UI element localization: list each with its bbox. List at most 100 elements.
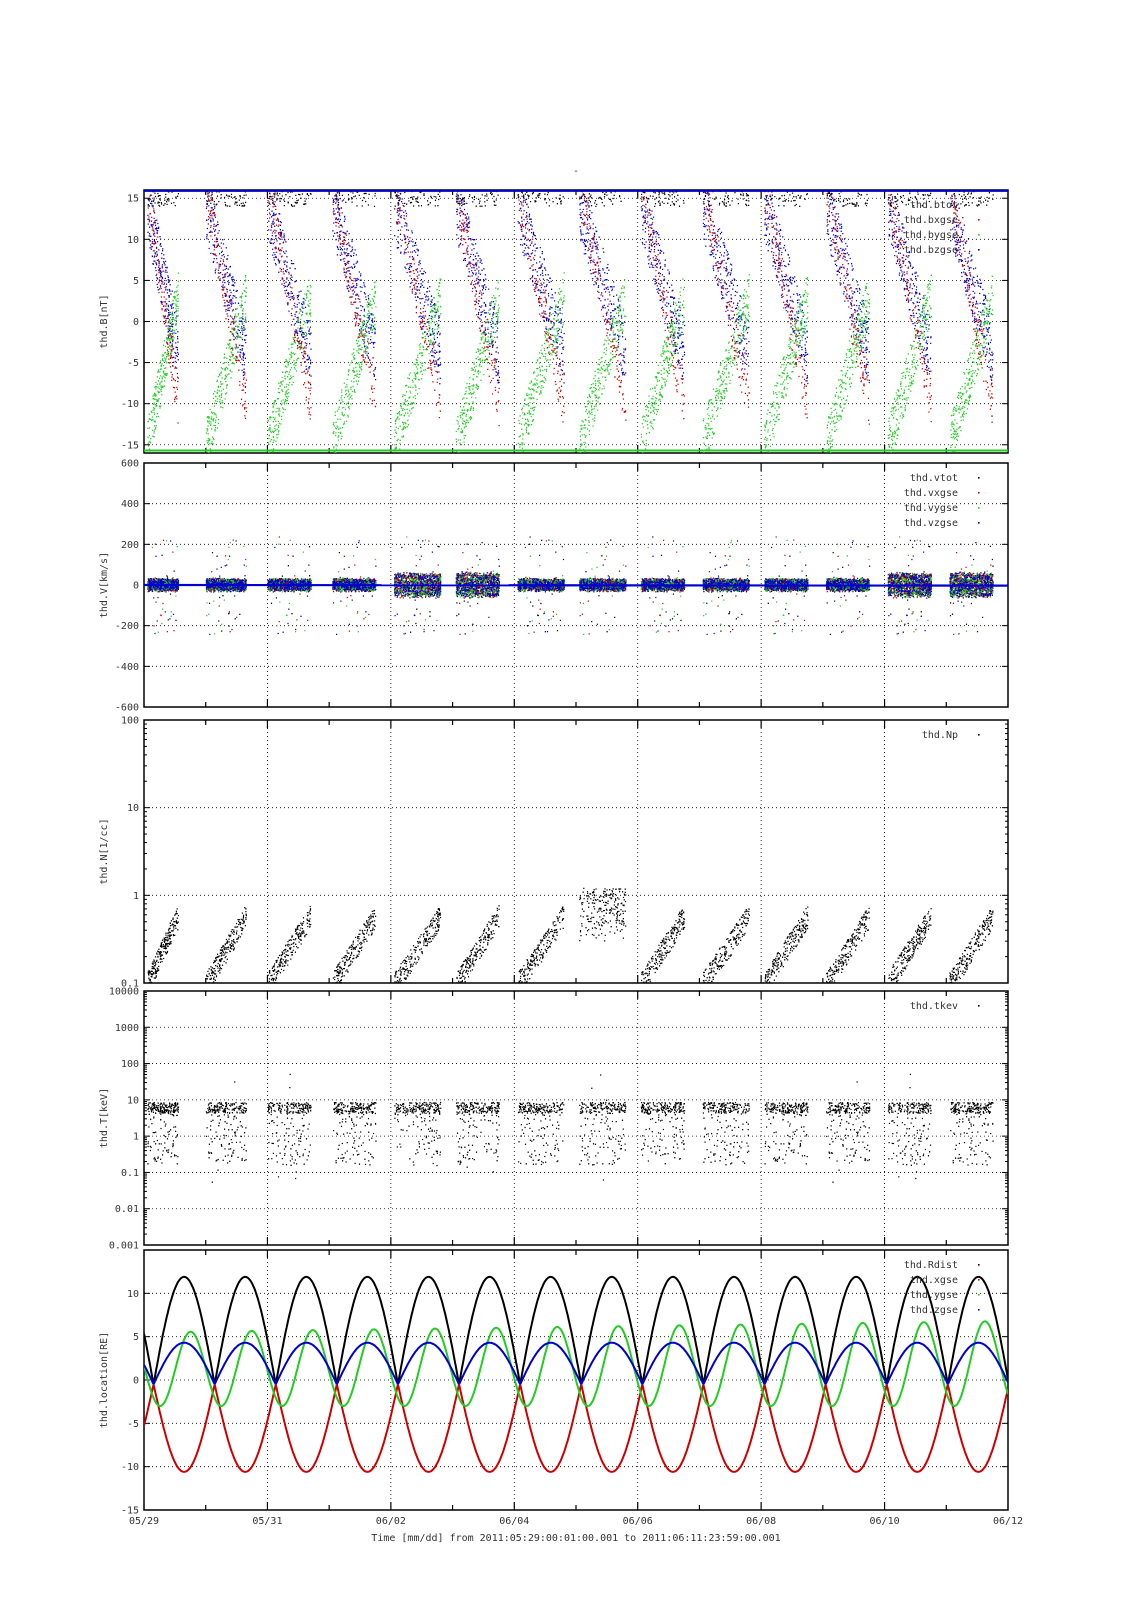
time-axis: 05/29 05/31 06/02 06/04 06/06 06/08 06/10 06/12 (129, 1516, 1023, 1527)
series-thd-xgse (144, 1384, 1008, 1473)
figure-title: - (573, 166, 579, 177)
y-tick-label: 400 (121, 499, 139, 510)
y-axis-label: thd.V[km/s] (99, 552, 110, 618)
series-black (147, 887, 994, 983)
data-marks (144, 536, 1008, 636)
legend-marker (978, 492, 980, 494)
y-tick-label: -5 (127, 1419, 139, 1430)
legend-label: thd.xgse (910, 1275, 958, 1286)
panel-1: -15 -10 -5 0 5 10 15 thd.B[nT] thd.btot thd.bxgse… (99, 189, 1009, 454)
series-blue (147, 536, 994, 636)
y-tick-label: -15 (121, 440, 139, 451)
series-blue-baseline (144, 583, 1008, 587)
legend-marker (978, 477, 980, 479)
legend-label: thd.ygse (910, 1290, 958, 1301)
y-tick-label: -200 (115, 621, 139, 632)
series-thd-Rdist (144, 1275, 1008, 1384)
x-tick-label: 06/06 (623, 1516, 653, 1527)
y-tick-label: -5 (127, 358, 139, 369)
y-tick-label: 100 (121, 1059, 139, 1070)
legend-marker (978, 234, 980, 236)
legend: thd.vtot thd.vxgse thd.vygse thd.vzgse (904, 473, 980, 529)
x-tick-label: 06/04 (499, 1516, 529, 1527)
legend-marker (978, 734, 980, 736)
legend-label: thd.vzgse (904, 518, 958, 529)
legend-marker (978, 249, 980, 251)
legend: thd.Rdist thd.xgse thd.ygse thd.zgse (904, 1260, 980, 1316)
y-tick-label: -600 (115, 703, 139, 714)
series-black (147, 1073, 994, 1183)
y-axis-label: thd.T[keV] (99, 1088, 110, 1148)
y-axis-label: thd.B[nT] (99, 294, 110, 348)
y-tick-label: 10 (127, 235, 139, 246)
panel-frame (143, 990, 1009, 1246)
x-tick-label: 06/10 (870, 1516, 900, 1527)
series-thd-zgse (144, 1341, 1008, 1385)
time-axis-label: Time [mm/dd] from 2011:05:29:00:01:00.00… (371, 1533, 780, 1544)
data-marks (147, 887, 994, 983)
legend-label: thd.bygse (904, 230, 958, 241)
y-tick-label: 10 (127, 1289, 139, 1300)
y-tick-label: 10 (127, 803, 139, 814)
y-tick-label: -10 (121, 399, 139, 410)
data-marks (144, 1275, 1008, 1473)
y-tick-label: 0.1 (121, 979, 139, 990)
y-tick-label: -15 (121, 1506, 139, 1517)
legend-marker (978, 219, 980, 221)
legend-marker (978, 522, 980, 524)
panel-frame (143, 719, 1009, 984)
y-tick-label: 1 (133, 891, 139, 902)
y-tick-label: 200 (121, 540, 139, 551)
legend: thd.btot thd.bxgse thd.bygse thd.bzgse (904, 200, 980, 256)
legend-label: thd.vygse (904, 503, 958, 514)
legend-label: thd.zgse (910, 1305, 958, 1316)
legend-marker (978, 1264, 980, 1266)
legend-label: thd.btot (910, 200, 958, 211)
y-tick-label: 10000 (109, 987, 139, 998)
legend: thd.Np (922, 730, 980, 741)
legend-marker (978, 1294, 980, 1296)
y-tick-label: 100 (121, 716, 139, 727)
y-tick-label: -10 (121, 1462, 139, 1473)
y-tick-label: 0 (133, 1376, 139, 1387)
y-tick-label: -400 (115, 662, 139, 673)
legend-label: thd.vtot (910, 473, 958, 484)
panels: -15-10-5051015thd.B[nT]thd.btotthd.bxgse… (99, 189, 1009, 1517)
y-axis-label: thd.N[1/cc] (99, 818, 110, 884)
panel-5: -15-10-50510thd.location[RE]thd.Rdistthd… (99, 1249, 1009, 1517)
legend-marker (978, 1309, 980, 1311)
x-tick-label: 06/02 (376, 1516, 406, 1527)
y-tick-label: 0 (133, 581, 139, 592)
series-thd-ygse (144, 1320, 1008, 1408)
panel-3: 0.1 1 10 100 thd.N[1/cc] thd.Np (99, 716, 1009, 990)
y-tick-label: 0 (133, 317, 139, 328)
y-tick-label: 0.001 (109, 1241, 139, 1252)
y-axis-label: thd.location[RE] (99, 1332, 110, 1428)
y-tick-label: 600 (121, 459, 139, 470)
y-tick-label: 1000 (115, 1023, 139, 1034)
legend-marker (978, 204, 980, 206)
legend-label: thd.Rdist (904, 1260, 958, 1271)
y-tick-label: 0.1 (121, 1168, 139, 1179)
series-blue (147, 190, 994, 386)
y-tick-label: 1 (133, 1132, 139, 1143)
legend-marker (978, 1005, 980, 1007)
data-marks (147, 1073, 994, 1183)
series-red (147, 190, 994, 427)
y-tick-label: 10 (127, 1095, 139, 1106)
legend-marker (978, 1279, 980, 1281)
y-tick-label: 0.01 (115, 1204, 139, 1215)
y-tick-label: 5 (133, 1332, 139, 1343)
y-tick-label: 15 (127, 194, 139, 205)
x-tick-label: 05/31 (252, 1516, 282, 1527)
panel-2: -600 -400 -200 0 200 400 600 thd.V[km/s] thd.vto… (99, 459, 1009, 714)
legend: thd.tkev (910, 1001, 980, 1012)
x-tick-label: 06/12 (993, 1516, 1023, 1527)
data-marks (144, 190, 1008, 453)
series-green (147, 272, 994, 453)
y-tick-label: 5 (133, 276, 139, 287)
legend-label: thd.tkev (910, 1001, 958, 1012)
legend-label: thd.Np (922, 730, 958, 741)
legend-label: thd.vxgse (904, 488, 958, 499)
